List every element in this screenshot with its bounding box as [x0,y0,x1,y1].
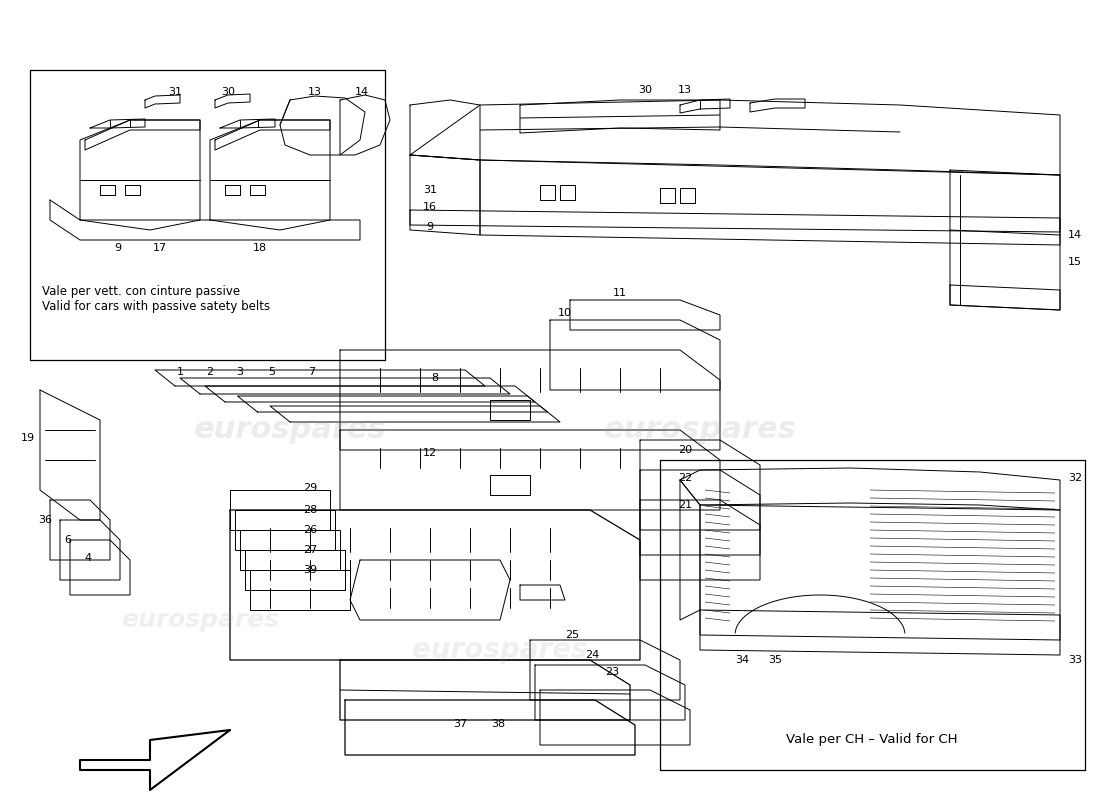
Text: Valid for cars with passive satety belts: Valid for cars with passive satety belts [42,300,271,313]
Text: 34: 34 [735,655,749,665]
Text: 28: 28 [302,505,317,515]
Text: 14: 14 [355,87,370,97]
Text: eurospares: eurospares [412,636,587,664]
Text: 38: 38 [491,719,505,729]
Text: 30: 30 [638,85,652,95]
Text: eurospares: eurospares [604,415,796,445]
Text: 35: 35 [768,655,782,665]
Text: 31: 31 [424,185,437,195]
Text: 29: 29 [302,483,317,493]
Text: 11: 11 [613,288,627,298]
Polygon shape [85,120,200,150]
Text: eurospares: eurospares [121,608,279,632]
Text: 32: 32 [1068,473,1082,483]
Text: 17: 17 [153,243,167,253]
Text: 1: 1 [176,367,184,377]
Polygon shape [214,120,330,150]
Text: 9: 9 [427,222,433,232]
Text: Vale per CH – Valid for CH: Vale per CH – Valid for CH [786,734,958,746]
Text: 16: 16 [424,202,437,212]
Text: 5: 5 [268,367,275,377]
Text: 10: 10 [558,308,572,318]
Text: 39: 39 [302,565,317,575]
Text: 36: 36 [39,515,52,525]
Text: 27: 27 [302,545,317,555]
Text: 33: 33 [1068,655,1082,665]
Text: 8: 8 [431,373,439,383]
Text: 25: 25 [565,630,579,640]
Text: 37: 37 [453,719,468,729]
Text: 21: 21 [678,500,692,510]
Text: 20: 20 [678,445,692,455]
Text: 22: 22 [678,473,692,483]
Text: 13: 13 [678,85,692,95]
Text: 26: 26 [302,525,317,535]
Text: 30: 30 [221,87,235,97]
Text: 9: 9 [114,243,122,253]
Text: 13: 13 [308,87,322,97]
Text: 15: 15 [1068,257,1082,267]
Text: eurospares: eurospares [194,415,386,445]
Text: 31: 31 [168,87,182,97]
Text: 12: 12 [422,448,437,458]
Text: 6: 6 [65,535,72,545]
Text: 2: 2 [207,367,213,377]
Text: 4: 4 [85,553,91,563]
Text: 19: 19 [21,433,35,443]
Text: 24: 24 [585,650,600,660]
Text: 23: 23 [605,667,619,677]
Text: 3: 3 [236,367,243,377]
Text: 18: 18 [253,243,267,253]
Text: Vale per vett. con cinture passive: Vale per vett. con cinture passive [42,285,240,298]
Text: 7: 7 [308,367,316,377]
Text: 14: 14 [1068,230,1082,240]
